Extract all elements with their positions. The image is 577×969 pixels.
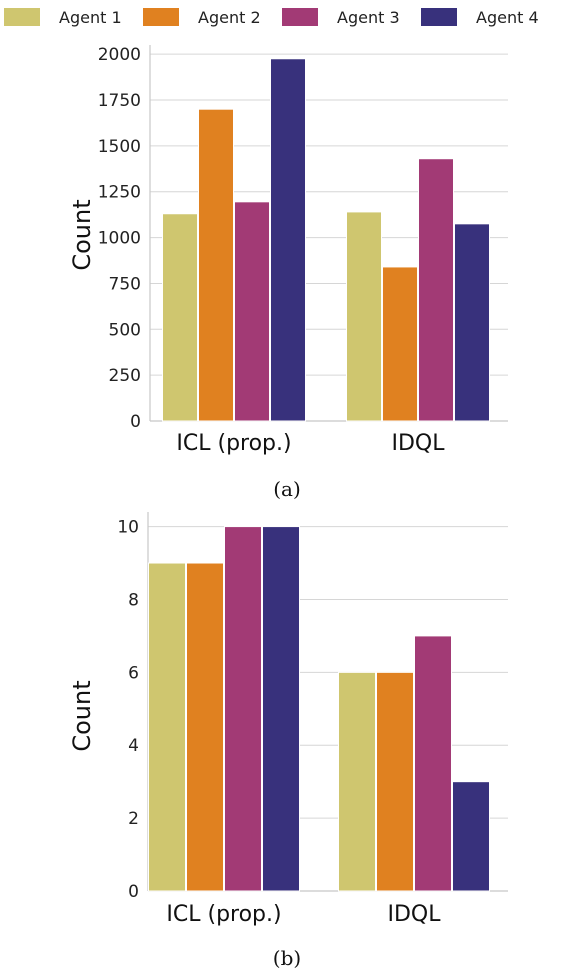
y-axis-label-a: Count bbox=[68, 199, 96, 270]
legend-label-agent-4: Agent 4 bbox=[476, 8, 539, 27]
bar-a-icl-prop-agent-4 bbox=[270, 58, 306, 422]
legend-swatch-agent-4 bbox=[421, 8, 457, 26]
y-tick-label-a-750: 750 bbox=[109, 274, 141, 294]
legend: Agent 1 Agent 2 Agent 3 Agent 4 bbox=[4, 8, 539, 27]
caption-b: (b) bbox=[273, 946, 301, 969]
y-tick-label-a-2000: 2000 bbox=[98, 45, 141, 65]
y-tick-label-b-4: 4 bbox=[128, 736, 139, 756]
bar-a-icl-prop-agent-1 bbox=[162, 213, 198, 422]
y-tick-label-b-0: 0 bbox=[128, 882, 139, 902]
y-tick-label-a-1000: 1000 bbox=[98, 229, 141, 249]
x-tick-label-b-idql: IDQL bbox=[387, 902, 441, 927]
bar-b-icl-prop-agent-4 bbox=[262, 526, 300, 892]
bar-b-idql-agent-2 bbox=[376, 671, 414, 892]
y-tick-label-b-8: 8 bbox=[128, 590, 139, 610]
x-tick-label-b-icl-prop: ICL (prop.) bbox=[166, 902, 281, 927]
bar-a-icl-prop-agent-3 bbox=[234, 201, 270, 422]
y-tick-label-b-2: 2 bbox=[128, 809, 139, 829]
bar-b-icl-prop-agent-1 bbox=[148, 562, 186, 892]
y-tick-label-a-250: 250 bbox=[109, 366, 141, 386]
y-axis-label-b: Count bbox=[68, 680, 96, 751]
y-tick-label-a-0: 0 bbox=[130, 412, 141, 432]
y-tick-label-a-1500: 1500 bbox=[98, 137, 141, 157]
caption-a: (a) bbox=[273, 477, 301, 501]
chart-b: 0 2 4 6 8 10 ICL (prop.) IDQL Count bbox=[68, 512, 508, 927]
bar-b-idql-agent-3 bbox=[414, 635, 452, 892]
chart-a: 0 250 500 750 1000 1250 1500 1750 2000 ICL (prop.… bbox=[68, 45, 508, 456]
legend-label-agent-2: Agent 2 bbox=[198, 8, 261, 27]
bar-b-icl-prop-agent-2 bbox=[186, 562, 224, 892]
bar-a-icl-prop-agent-2 bbox=[198, 108, 234, 422]
bar-a-idql-agent-3 bbox=[418, 158, 454, 422]
legend-label-agent-1: Agent 1 bbox=[59, 8, 122, 27]
y-tick-label-a-1250: 1250 bbox=[98, 183, 141, 203]
y-tick-label-a-500: 500 bbox=[109, 320, 141, 340]
y-tick-label-b-10: 10 bbox=[117, 518, 139, 538]
y-tick-label-b-6: 6 bbox=[128, 663, 139, 683]
x-tick-label-a-icl-prop: ICL (prop.) bbox=[176, 431, 291, 456]
x-tick-label-a-idql: IDQL bbox=[391, 431, 445, 456]
bar-a-idql-agent-1 bbox=[346, 211, 382, 422]
bar-b-icl-prop-agent-3 bbox=[224, 526, 262, 892]
legend-swatch-agent-3 bbox=[282, 8, 318, 26]
bar-b-idql-agent-1 bbox=[338, 671, 376, 892]
bar-b-idql-agent-4 bbox=[452, 781, 490, 892]
bar-a-idql-agent-4 bbox=[454, 223, 490, 422]
legend-label-agent-3: Agent 3 bbox=[337, 8, 400, 27]
legend-swatch-agent-2 bbox=[143, 8, 179, 26]
y-tick-label-a-1750: 1750 bbox=[98, 91, 141, 111]
legend-swatch-agent-1 bbox=[4, 8, 40, 26]
bar-a-idql-agent-2 bbox=[382, 266, 418, 422]
